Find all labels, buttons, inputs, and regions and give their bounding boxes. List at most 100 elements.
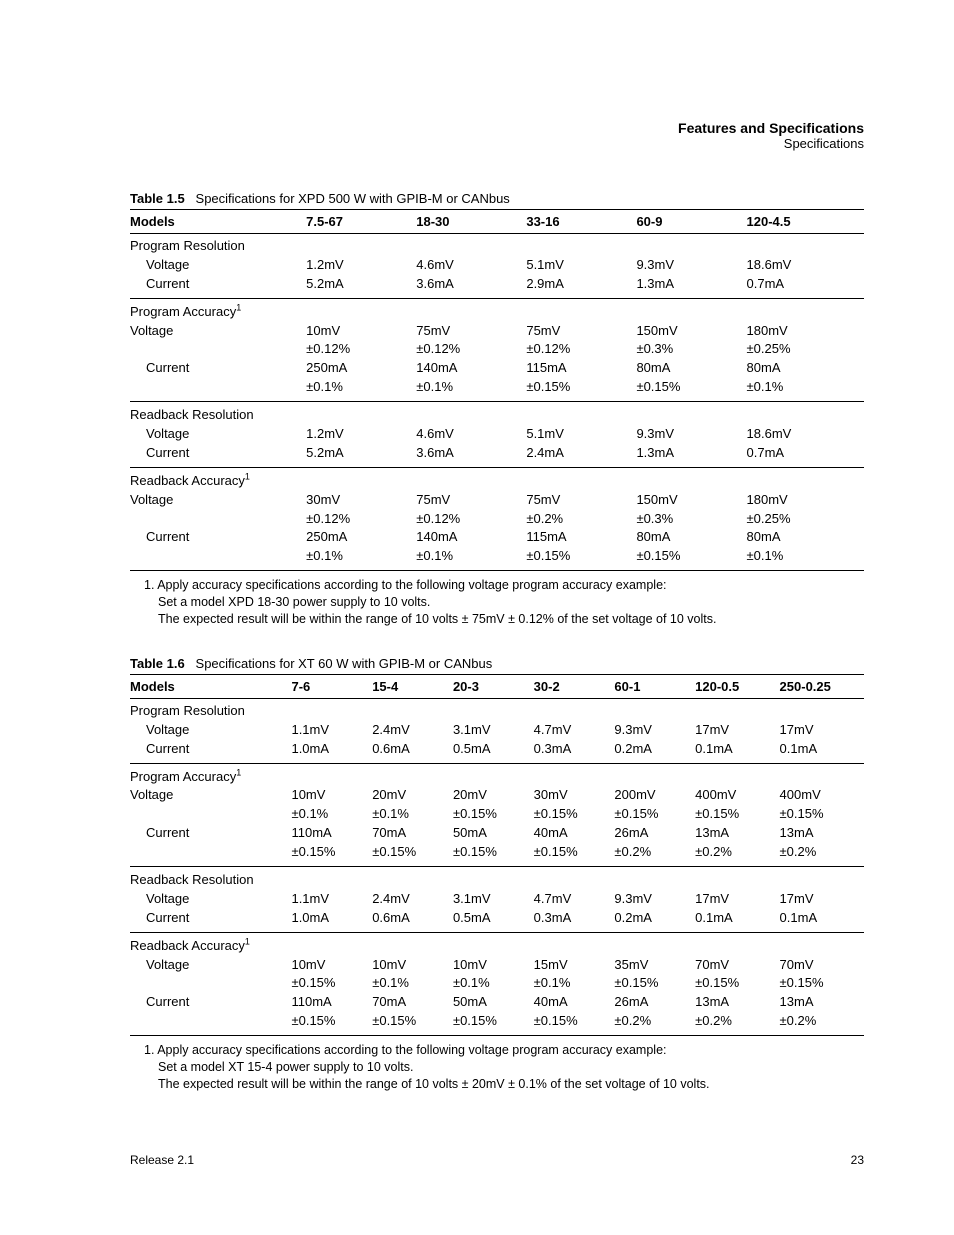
spec-value: ±0.1% bbox=[747, 378, 864, 401]
spec-value: 10mV bbox=[291, 786, 372, 805]
spec-value: 0.1mA bbox=[695, 909, 779, 932]
row-label bbox=[130, 378, 306, 401]
spec-value: 5.1mV bbox=[526, 256, 636, 275]
spec-value: 0.7mA bbox=[747, 275, 864, 298]
spec-value: 1.3mA bbox=[636, 275, 746, 298]
spec-value: ±0.1% bbox=[534, 974, 615, 993]
spec-value: 4.6mV bbox=[416, 425, 526, 444]
model-column-header: 60-9 bbox=[636, 210, 746, 234]
model-column-header: 250-0.25 bbox=[780, 674, 864, 698]
footnote-line: Set a model XT 15-4 power supply to 10 v… bbox=[158, 1059, 864, 1076]
table-1-6-caption: Table 1.6 Specifications for XT 60 W wit… bbox=[130, 656, 864, 671]
spec-value: 0.3mA bbox=[534, 909, 615, 932]
spec-value: 0.1mA bbox=[780, 909, 864, 932]
spec-value: 10mV bbox=[306, 322, 416, 341]
spec-value: ±0.15% bbox=[614, 974, 695, 993]
spec-value: 115mA bbox=[526, 528, 636, 547]
footnote-lead: 1. Apply accuracy specifications accordi… bbox=[144, 578, 667, 592]
spec-value: ±0.2% bbox=[695, 843, 779, 866]
spec-value: 2.9mA bbox=[526, 275, 636, 298]
footnote-lead: 1. Apply accuracy specifications accordi… bbox=[144, 1043, 667, 1057]
spec-value: 140mA bbox=[416, 359, 526, 378]
model-column-header: 30-2 bbox=[534, 674, 615, 698]
table-1-5-footnote: 1. Apply accuracy specifications accordi… bbox=[130, 577, 864, 628]
spec-value: ±0.15% bbox=[534, 843, 615, 866]
model-column-header: 20-3 bbox=[453, 674, 534, 698]
row-label bbox=[130, 805, 291, 824]
table-1-6-caption-prefix: Table 1.6 bbox=[130, 656, 185, 671]
spec-value: 4.7mV bbox=[534, 721, 615, 740]
spec-value: ±0.1% bbox=[306, 378, 416, 401]
spec-value: 250mA bbox=[306, 359, 416, 378]
spec-value: ±0.2% bbox=[695, 1012, 779, 1035]
spec-value: 0.1mA bbox=[695, 740, 779, 763]
spec-value: ±0.3% bbox=[636, 510, 746, 529]
spec-value: 35mV bbox=[614, 956, 695, 975]
spec-value: 13mA bbox=[780, 993, 864, 1012]
spec-value: 180mV bbox=[747, 491, 864, 510]
row-label bbox=[130, 510, 306, 529]
table-1-6: Models7-615-420-330-260-1120-0.5250-0.25… bbox=[130, 674, 864, 1036]
row-label bbox=[130, 340, 306, 359]
row-label: Current bbox=[130, 444, 306, 467]
spec-value: 0.5mA bbox=[453, 909, 534, 932]
row-label: Current bbox=[130, 740, 291, 763]
spec-value: 110mA bbox=[291, 824, 372, 843]
spec-value: ±0.2% bbox=[526, 510, 636, 529]
row-label: Voltage bbox=[130, 322, 306, 341]
section-title: Readback Accuracy1 bbox=[130, 932, 291, 955]
table-1-5-caption-prefix: Table 1.5 bbox=[130, 191, 185, 206]
spec-value: 3.6mA bbox=[416, 444, 526, 467]
spec-value: ±0.1% bbox=[453, 974, 534, 993]
section-title: Program Accuracy1 bbox=[130, 763, 291, 786]
spec-value: 10mV bbox=[291, 956, 372, 975]
spec-value: 1.1mV bbox=[291, 721, 372, 740]
footnote-ref: 1 bbox=[245, 936, 250, 946]
spec-value: ±0.15% bbox=[614, 805, 695, 824]
spec-value: 75mV bbox=[526, 491, 636, 510]
spec-value: 4.7mV bbox=[534, 890, 615, 909]
spec-value: 0.2mA bbox=[614, 909, 695, 932]
spec-value: ±0.12% bbox=[416, 510, 526, 529]
spec-value: 0.3mA bbox=[534, 740, 615, 763]
footnote-ref: 1 bbox=[245, 471, 250, 481]
header-title: Features and Specifications bbox=[130, 120, 864, 136]
spec-value: 9.3mV bbox=[614, 721, 695, 740]
row-label: Current bbox=[130, 993, 291, 1012]
model-column-header: 15-4 bbox=[372, 674, 453, 698]
spec-value: ±0.2% bbox=[780, 1012, 864, 1035]
spec-value: 1.2mV bbox=[306, 425, 416, 444]
spec-value: ±0.15% bbox=[534, 805, 615, 824]
spec-value: 17mV bbox=[695, 721, 779, 740]
spec-value: 1.2mV bbox=[306, 256, 416, 275]
spec-value: ±0.15% bbox=[372, 843, 453, 866]
spec-value: 40mA bbox=[534, 824, 615, 843]
spec-value: 140mA bbox=[416, 528, 526, 547]
spec-value: 26mA bbox=[614, 824, 695, 843]
spec-value: ±0.2% bbox=[614, 843, 695, 866]
spec-value: 115mA bbox=[526, 359, 636, 378]
spec-value: ±0.15% bbox=[453, 805, 534, 824]
spec-value: 26mA bbox=[614, 993, 695, 1012]
release-label: Release 2.1 bbox=[130, 1153, 194, 1167]
table-1-6-footnote: 1. Apply accuracy specifications accordi… bbox=[130, 1042, 864, 1093]
page-header: Features and Specifications Specificatio… bbox=[130, 120, 864, 151]
row-label bbox=[130, 843, 291, 866]
spec-value: 70mA bbox=[372, 993, 453, 1012]
models-header: Models bbox=[130, 674, 291, 698]
spec-value: 20mV bbox=[372, 786, 453, 805]
spec-value: 80mA bbox=[747, 528, 864, 547]
spec-value: ±0.1% bbox=[372, 974, 453, 993]
row-label: Voltage bbox=[130, 425, 306, 444]
section-title: Program Resolution bbox=[130, 698, 291, 720]
spec-value: 80mA bbox=[636, 528, 746, 547]
page-footer: Release 2.1 23 bbox=[130, 1153, 864, 1167]
table-1-5-caption: Table 1.5 Specifications for XPD 500 W w… bbox=[130, 191, 864, 206]
spec-value: 75mV bbox=[416, 491, 526, 510]
model-column-header: 120-0.5 bbox=[695, 674, 779, 698]
spec-value: ±0.1% bbox=[416, 547, 526, 570]
spec-value: ±0.15% bbox=[695, 974, 779, 993]
spec-value: 15mV bbox=[534, 956, 615, 975]
page-content: Features and Specifications Specificatio… bbox=[0, 0, 954, 1227]
spec-value: ±0.15% bbox=[372, 1012, 453, 1035]
